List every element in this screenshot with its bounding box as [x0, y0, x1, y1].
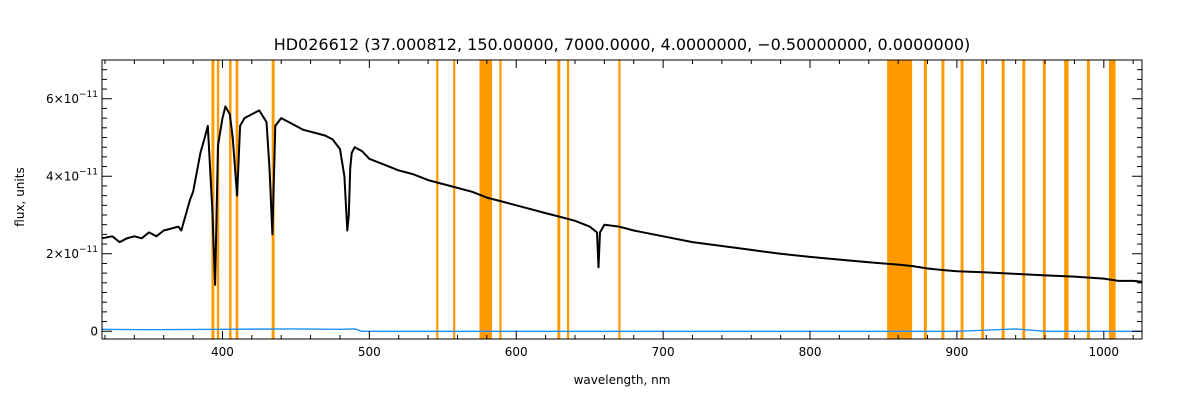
- masked-band-9: [557, 60, 561, 339]
- masked-band-5: [436, 60, 439, 339]
- masked-band-6: [453, 60, 456, 339]
- flux-spectrum-line: [101, 105, 1143, 286]
- masked-band-18: [1022, 60, 1026, 339]
- masked-band-20: [1064, 60, 1069, 339]
- x-tick-label-4: 800: [799, 345, 822, 359]
- plot-frame: [101, 59, 1143, 340]
- masked-band-11: [618, 60, 621, 339]
- x-tick-label-3: 700: [652, 345, 675, 359]
- masked-band-12: [887, 60, 913, 339]
- masked-band-7: [479, 60, 492, 339]
- masked-band-1: [216, 60, 220, 339]
- y-axis-label: flux, units: [13, 167, 27, 226]
- masked-band-8: [499, 60, 502, 339]
- chart-title: HD026612 (37.000812, 150.00000, 7000.000…: [274, 35, 971, 54]
- y-tick-label-3: 6×10−11: [46, 90, 98, 106]
- series-layer: [101, 105, 1143, 332]
- y-tick-label-1: 2×10−11: [46, 245, 98, 261]
- x-tick-label-0: 400: [211, 345, 234, 359]
- masked-band-17: [1001, 60, 1005, 339]
- y-tick-label-2: 4×10−11: [46, 167, 98, 183]
- masked-band-21: [1086, 60, 1090, 339]
- x-tick-label-1: 500: [358, 345, 381, 359]
- y-tick-label-0: 0: [90, 324, 98, 338]
- x-tick-label-6: 1000: [1089, 345, 1120, 359]
- masked-band-19: [1042, 60, 1046, 339]
- masked-band-3: [235, 60, 239, 339]
- masked-band-14: [941, 60, 945, 339]
- masked-band-16: [981, 60, 985, 339]
- axis-ticks: 400 500 600 700 800 900 1000 0 2×10−11 4×10−11 6×1…: [46, 59, 1142, 359]
- masked-band-0: [211, 60, 215, 339]
- x-tick-label-2: 600: [505, 345, 528, 359]
- x-axis-label: wavelength, nm: [574, 373, 671, 387]
- masked-bands: [211, 60, 1116, 339]
- x-tick-label-5: 900: [945, 345, 968, 359]
- masked-band-2: [229, 60, 232, 339]
- masked-band-10: [566, 60, 570, 339]
- masked-band-13: [923, 60, 927, 339]
- masked-band-15: [960, 60, 964, 339]
- error-spectrum-line: [101, 328, 1142, 332]
- masked-band-22: [1108, 60, 1116, 339]
